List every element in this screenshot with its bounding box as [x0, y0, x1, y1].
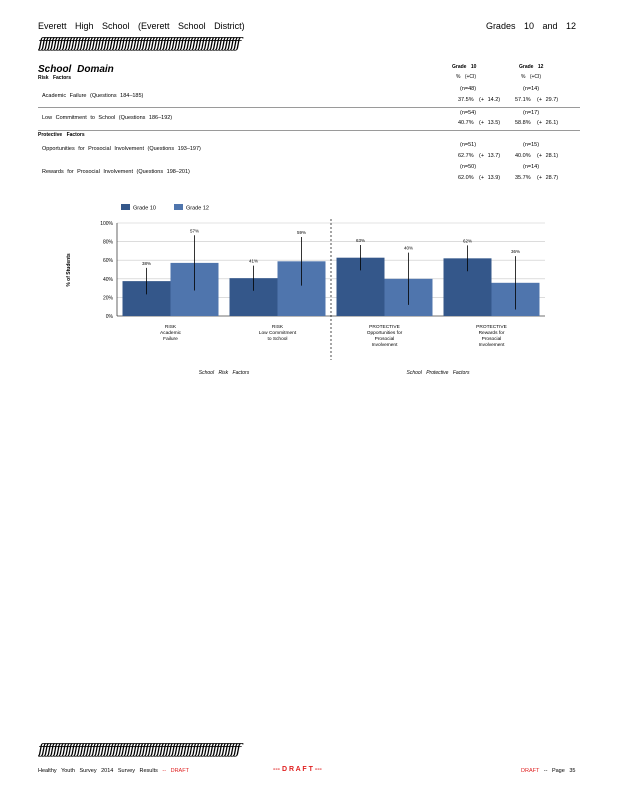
row-0-n1: (n=48) — [460, 86, 477, 92]
row-1-v1: 40.7% — [458, 120, 474, 126]
row-3-n1: (n=50) — [460, 164, 477, 170]
bar-value-label: 62% — [463, 238, 472, 243]
y-tick-label: 60% — [103, 258, 114, 264]
row-2-v1: 62.7% — [458, 153, 474, 159]
bar-chart: 100% 80% 60% 40% 20% 0% % of Students Grade 10 G… — [66, 204, 545, 376]
legend-swatch — [121, 204, 130, 210]
legend-swatch — [174, 204, 183, 210]
risk-factors-label: Risk Factors — [38, 75, 72, 81]
row-2-ci2: (+ 28.1) — [537, 153, 559, 159]
col-grade-10-sub: % (+CI) — [456, 74, 477, 80]
bar-value-label: 40% — [404, 246, 413, 251]
row-0-v2: 57.1% — [515, 97, 531, 103]
row-0-ci2: (+ 29.7) — [537, 97, 559, 103]
row-3-n2: (n=14) — [523, 164, 540, 170]
row-low-commitment-label: Low Commitment to School (Questions 186–… — [42, 115, 173, 121]
row-divider — [38, 130, 580, 131]
row-3-ci1: (+ 13.9) — [479, 175, 501, 181]
row-2-v2: 40.0% — [515, 153, 531, 159]
y-tick-label: 80% — [103, 240, 114, 246]
row-0-n2: (n=14) — [523, 86, 540, 92]
bar-value-label: 57% — [190, 228, 199, 233]
footer-rule: ƒƒƒƒƒƒƒƒƒƒƒƒƒƒƒƒƒƒƒƒƒƒƒƒƒƒƒƒƒƒƒƒƒƒƒƒƒƒƒƒ… — [38, 740, 241, 758]
row-3-v1: 62.0% — [458, 175, 474, 181]
row-3-ci2: (+ 28.7) — [537, 175, 559, 181]
report-school-title: Everett High School (Everett School Dist… — [38, 21, 245, 31]
row-rewards-label: Rewards for Prosocial Involvement (Quest… — [42, 169, 190, 175]
legend-label: Grade 12 — [186, 206, 209, 212]
row-opportunities-label: Opportunities for Prosocial Involvement … — [42, 146, 201, 152]
footer-center-draft: --- D R A F T --- — [273, 766, 322, 773]
page-number: -- Page 35 — [543, 768, 576, 774]
y-tick-label: 0% — [106, 314, 114, 320]
category-label: RISK — [165, 324, 177, 330]
category-label: Involvement — [372, 342, 399, 348]
row-divider — [38, 107, 580, 108]
col-grade-10-title: Grade 10 — [452, 64, 477, 70]
header-rule: ƒƒƒƒƒƒƒƒƒƒƒƒƒƒƒƒƒƒƒƒƒƒƒƒƒƒƒƒƒƒƒƒƒƒƒƒƒƒƒƒ… — [38, 34, 241, 52]
row-2-n2: (n=15) — [523, 142, 540, 148]
category-label: Low Commitment — [259, 330, 297, 336]
y-tick-label: 40% — [103, 277, 114, 283]
footer-left-draft: -- DRAFT — [162, 768, 189, 774]
row-0-v1: 37.5% — [458, 97, 474, 103]
row-2-ci1: (+ 13.7) — [479, 153, 501, 159]
bar-value-label: 36% — [511, 249, 520, 254]
y-axis-title: % of Students — [66, 253, 72, 287]
category-label: PROTECTIVE — [476, 324, 507, 330]
row-1-v2: 58.8% — [515, 120, 531, 126]
footer-right-draft: DRAFT — [521, 768, 540, 774]
row-3-v2: 35.7% — [515, 175, 531, 181]
y-tick-label: 100% — [100, 221, 113, 227]
category-label: PROTECTIVE — [369, 324, 400, 330]
footer-survey-label: Healthy Youth Survey 2014 Survey Results — [38, 768, 158, 774]
row-academic-failure-label: Academic Failure (Questions 184–185) — [42, 93, 144, 99]
row-2-n1: (n=51) — [460, 142, 477, 148]
bar-value-label: 59% — [297, 230, 306, 235]
protective-factors-label: Protective Factors — [38, 132, 85, 138]
bar-value-label: 41% — [249, 259, 258, 264]
category-label: Academic — [160, 330, 182, 336]
category-label: RISK — [272, 324, 284, 330]
category-label: Prosocial — [375, 336, 395, 342]
category-label: Rewards for — [479, 330, 505, 336]
col-grade-12-title: Grade 12 — [519, 64, 544, 70]
row-1-ci2: (+ 26.1) — [537, 120, 559, 126]
group-label: School Protective Factors — [407, 370, 470, 376]
row-0-ci1: (+ 14.2) — [479, 97, 501, 103]
row-1-n2: (n=17) — [523, 110, 540, 116]
col-grade-12-sub: % (+CI) — [521, 74, 542, 80]
row-1-n1: (n=54) — [460, 110, 477, 116]
report-grades: Grades 10 and 12 — [485, 21, 576, 31]
category-label: Prosocial — [482, 336, 502, 342]
category-label: to School — [267, 336, 287, 342]
bar-value-label: 63% — [356, 238, 365, 243]
bar-value-label: 38% — [142, 261, 151, 266]
row-1-ci1: (+ 13.5) — [479, 120, 501, 126]
category-label: Failure — [163, 336, 178, 342]
footer-right: DRAFT -- Page 35 — [521, 768, 575, 774]
y-tick-label: 20% — [103, 295, 114, 301]
group-label: School Risk Factors — [199, 370, 250, 376]
legend-label: Grade 10 — [133, 206, 156, 212]
category-label: Opportunities for — [367, 330, 403, 336]
domain-title: School Domain — [38, 64, 114, 75]
category-label: Involvement — [479, 342, 506, 348]
footer-left: Healthy Youth Survey 2014 Survey Results… — [38, 768, 189, 774]
